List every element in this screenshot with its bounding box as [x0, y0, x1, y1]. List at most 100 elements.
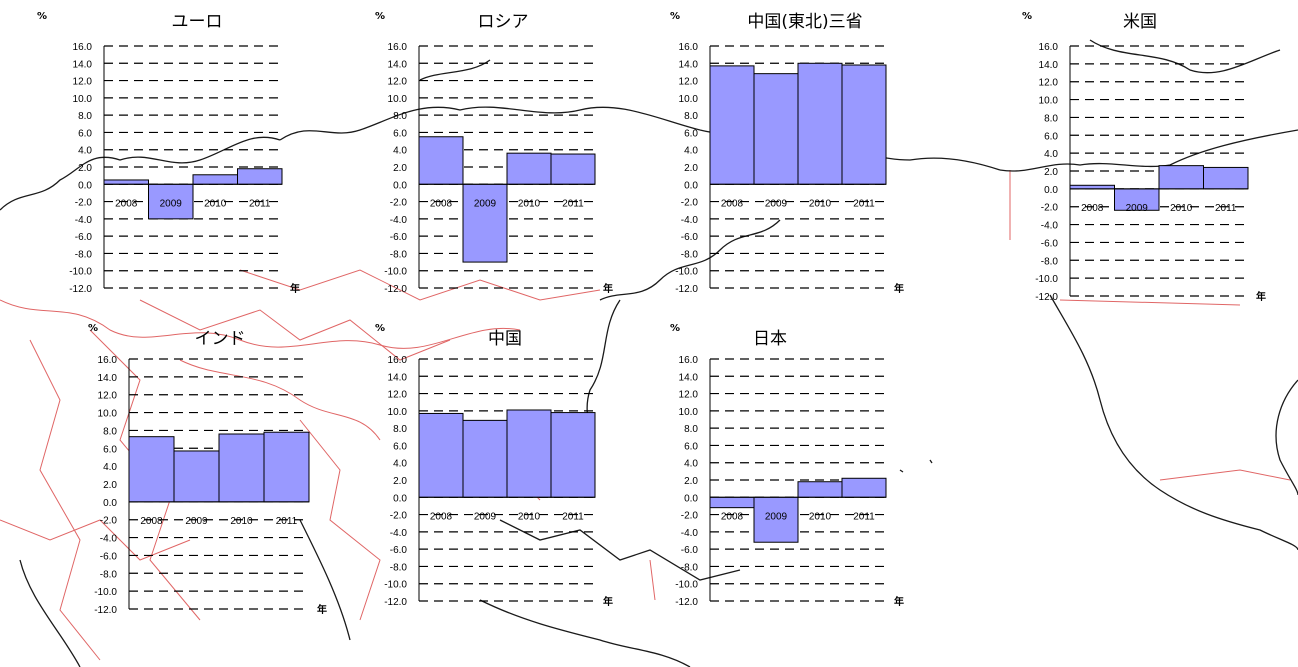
category-label: 2010: [1170, 203, 1193, 214]
y-tick-label: 0.0: [103, 498, 117, 509]
y-tick-label: 6.0: [393, 128, 407, 139]
y-tick-label: 16.0: [679, 42, 699, 53]
bar: [103, 179, 149, 185]
y-tick-label: 2.0: [103, 480, 117, 491]
y-tick-label: 0.0: [1044, 185, 1058, 196]
y-tick-label: 16.0: [388, 355, 408, 366]
y-tick-label: -8.0: [390, 562, 408, 573]
x-unit-label: 年: [603, 595, 613, 608]
y-tick-label: 2.0: [684, 163, 698, 174]
bar: [841, 64, 887, 185]
y-tick-label: 10.0: [679, 94, 699, 105]
y-tick-label: -6.0: [75, 232, 93, 243]
y-tick-label: -2.0: [75, 198, 93, 209]
y-tick-label: -10.0: [94, 587, 117, 598]
chart-panel-russia: ロシア% 16.0 14.0 12.0 10.0 8.0 6.0 4.0 2.0 0.0 -2.0 -…: [375, 11, 613, 295]
y-tick-label: -2.0: [390, 198, 408, 209]
x-unit-label: 年: [894, 282, 904, 295]
chart-panel-euro: ユーロ% 16.0 14.0 12.0 10.0 8.0 6.0 4.0 2.0 0.0 -2.0 -…: [37, 11, 300, 295]
y-tick-label: 10.0: [388, 407, 408, 418]
y-unit-label: %: [670, 323, 680, 334]
y-tick-label: 10.0: [1039, 96, 1059, 107]
y-tick-label: 8.0: [393, 424, 407, 435]
category-label: 2008: [430, 198, 453, 209]
y-tick-label: 8.0: [684, 424, 698, 435]
y-tick-label: -10.0: [1035, 274, 1058, 285]
chart-panel-india: インド% 16.0 14.0 12.0 10.0 8.0 6.0 4.0 2.0 0.0 -2.0 -…: [88, 323, 327, 616]
x-unit-label: 年: [1256, 290, 1266, 303]
category-label: 2011: [276, 516, 298, 527]
y-tick-label: 2.0: [78, 163, 92, 174]
y-tick-label: 8.0: [78, 111, 92, 122]
x-unit-label: 年: [317, 603, 327, 616]
category-label: 2009: [765, 511, 788, 522]
y-tick-label: 4.0: [1044, 149, 1058, 160]
y-tick-label: -4.0: [390, 215, 408, 226]
y-tick-label: -4.0: [390, 528, 408, 539]
y-tick-label: 6.0: [103, 444, 117, 455]
map-coastlines: [0, 39, 1298, 667]
y-tick-label: -10.0: [675, 580, 698, 591]
category-label: 2008: [115, 198, 138, 209]
y-tick-label: 10.0: [73, 94, 93, 105]
y-tick-label: 16.0: [73, 42, 93, 53]
y-tick-label: -12.0: [675, 597, 698, 608]
y-tick-label: 4.0: [393, 459, 407, 470]
bar: [148, 183, 194, 220]
y-tick-label: -4.0: [75, 215, 93, 226]
y-tick-label: -4.0: [681, 528, 699, 539]
y-tick-label: 0.0: [684, 180, 698, 191]
category-label: 2008: [430, 511, 453, 522]
y-tick-label: 10.0: [388, 94, 408, 105]
y-tick-label: -12.0: [384, 597, 407, 608]
y-tick-label: -4.0: [100, 534, 118, 545]
bar: [797, 481, 843, 498]
y-tick-label: -2.0: [100, 516, 118, 527]
y-tick-label: 8.0: [1044, 113, 1058, 124]
y-tick-label: -12.0: [1035, 292, 1058, 303]
chart-title: 中国: [488, 329, 522, 349]
chart-panel-usa: 米国% 16.0 14.0 12.0 10.0 8.0 6.0 4.0 2.0 0.0 -2.0 -4…: [1022, 11, 1266, 303]
bar: [237, 168, 283, 185]
y-tick-label: 8.0: [103, 426, 117, 437]
bar: [506, 152, 552, 185]
bar: [709, 65, 755, 185]
y-tick-label: 2.0: [393, 163, 407, 174]
category-label: 2010: [230, 516, 253, 527]
y-tick-label: 6.0: [684, 128, 698, 139]
chart-panel-china: 中国% 16.0 14.0 12.0 10.0 8.0 6.0 4.0 2.0 0.0 -2.0 -4…: [375, 323, 613, 608]
bar: [550, 412, 596, 498]
y-unit-label: %: [37, 11, 47, 22]
x-unit-label: 年: [603, 282, 613, 295]
y-tick-label: 0.0: [684, 493, 698, 504]
y-tick-label: -6.0: [681, 232, 699, 243]
y-tick-label: -10.0: [675, 267, 698, 278]
y-tick-label: 6.0: [1044, 131, 1058, 142]
chart-title: 中国(東北)三省: [747, 12, 862, 32]
y-tick-label: 12.0: [98, 391, 118, 402]
y-tick-label: 12.0: [388, 77, 408, 88]
category-label: 2011: [853, 511, 875, 522]
y-tick-label: 2.0: [684, 476, 698, 487]
y-tick-label: -8.0: [681, 562, 699, 573]
chart-panel-japan: 日本% 16.0 14.0 12.0 10.0 8.0 6.0 4.0 2.0 0.0 -2.0 -4…: [670, 323, 904, 608]
category-label: 2009: [185, 516, 208, 527]
y-tick-label: 6.0: [684, 441, 698, 452]
y-tick-label: -12.0: [384, 284, 407, 295]
y-tick-label: 16.0: [388, 42, 408, 53]
y-tick-label: 8.0: [393, 111, 407, 122]
category-label: 2008: [721, 198, 744, 209]
category-label: 2010: [809, 198, 832, 209]
y-unit-label: %: [375, 11, 385, 22]
bar: [1069, 184, 1115, 190]
y-tick-label: 4.0: [684, 146, 698, 157]
y-tick-label: -8.0: [75, 249, 93, 260]
y-tick-label: 4.0: [103, 462, 117, 473]
bar: [550, 153, 596, 185]
category-label: 2009: [160, 198, 183, 209]
bar: [418, 136, 464, 185]
x-unit-label: 年: [290, 282, 300, 295]
y-tick-label: -2.0: [681, 198, 699, 209]
y-unit-label: %: [1022, 11, 1032, 22]
bar: [506, 409, 552, 498]
